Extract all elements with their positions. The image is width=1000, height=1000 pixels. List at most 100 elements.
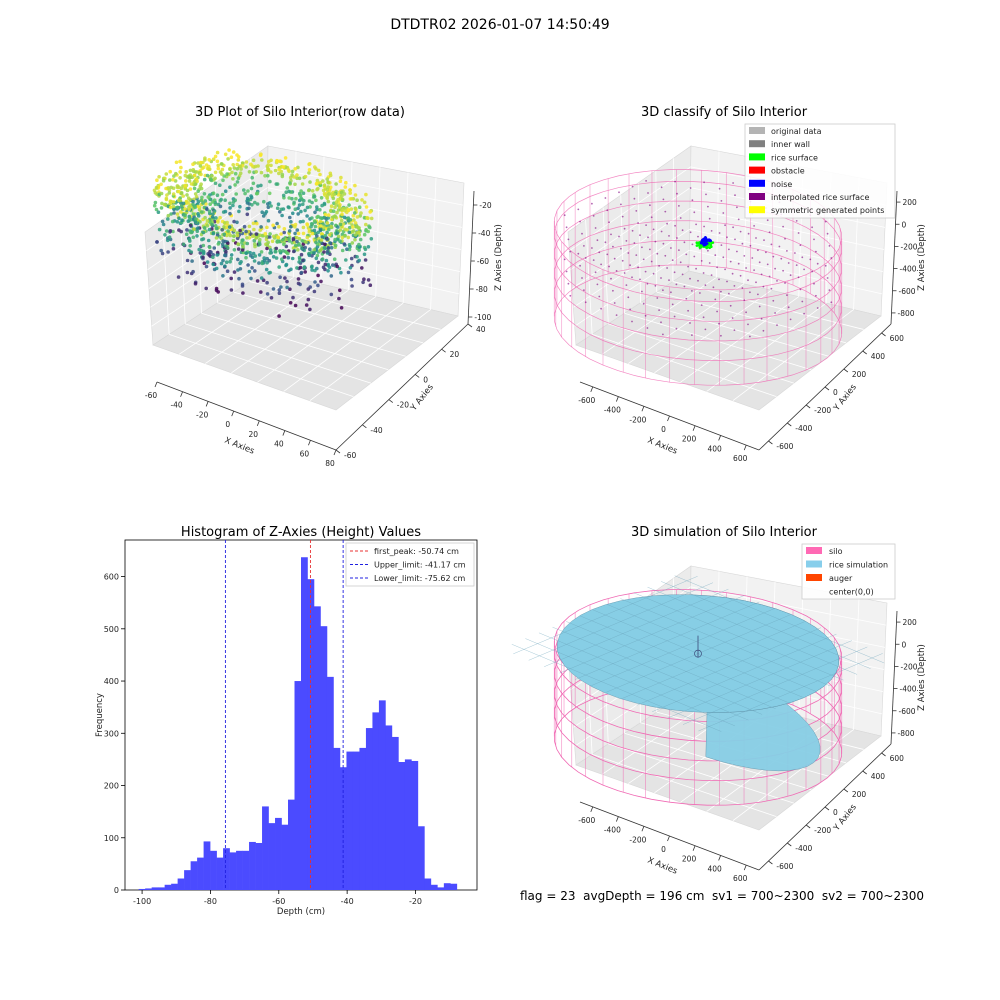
scatter-point (244, 229, 248, 234)
scatter-point (255, 279, 260, 283)
scatter-point (362, 277, 366, 282)
histogram-bar (352, 751, 360, 890)
histogram-bar (391, 736, 399, 890)
scatter-point (194, 195, 199, 199)
surface-mesh-line (647, 586, 858, 675)
scatter-point (318, 183, 323, 188)
interpolated-point (774, 267, 776, 270)
interpolated-point (753, 225, 755, 227)
scatter-point (282, 242, 286, 247)
interpolated-point (658, 265, 660, 267)
interpolated-point (633, 242, 636, 244)
scatter-point (335, 231, 340, 235)
scatter-point (221, 178, 225, 183)
scatter-point (253, 254, 258, 258)
scatter-point (191, 202, 195, 207)
interpolated-point (689, 277, 691, 280)
scatter-point (172, 174, 176, 178)
histogram-bar (210, 850, 217, 890)
scatter-point (190, 230, 194, 235)
interpolated-point (774, 312, 776, 314)
interpolated-point (809, 258, 812, 261)
histogram-bar (236, 850, 243, 890)
scatter-point (274, 256, 279, 260)
interpolated-point (732, 226, 734, 229)
surface-mesh-line (674, 575, 885, 664)
scatter-point (298, 265, 303, 270)
scatter-point (278, 249, 282, 253)
scatter-point (291, 211, 295, 216)
interpolated-point (668, 279, 670, 281)
x-tick-mark (205, 401, 209, 407)
scatter-point (292, 200, 296, 205)
scatter-point (284, 244, 289, 249)
interpolated-point (631, 320, 633, 323)
x-tick-mark (641, 406, 645, 412)
scatter-point (178, 198, 182, 203)
scatter-point (324, 258, 329, 263)
interpolated-point (714, 298, 717, 301)
scatter-point (338, 222, 343, 227)
interpolated-point (623, 227, 626, 230)
x-tick-label: 400 (707, 444, 722, 453)
y-tick-label: 400 (104, 677, 119, 686)
scatter-point (364, 227, 368, 232)
histogram-bar (249, 841, 256, 890)
interpolated-point (646, 282, 649, 285)
scatter-point (185, 188, 190, 193)
scatter-point (177, 228, 181, 232)
scatter-point (196, 199, 201, 204)
scatter-point (175, 212, 180, 216)
scatter-point (255, 191, 260, 195)
interpolated-point (811, 270, 813, 273)
scatter-point (181, 242, 186, 247)
scatter-point (340, 194, 344, 198)
interpolated-point (591, 202, 593, 205)
floor-grid-line (608, 743, 794, 804)
wall-grid-line (573, 229, 690, 308)
scatter-point (276, 202, 281, 206)
interpolated-point (579, 220, 581, 223)
scatter-point (210, 222, 214, 227)
scatter-point (316, 273, 320, 278)
scatter-point (319, 279, 323, 284)
scatter-point (353, 237, 357, 242)
scatter-point (244, 165, 248, 169)
scatter-point (184, 232, 189, 236)
scatter-point (293, 243, 298, 248)
scatter-point (250, 255, 255, 260)
scatter-point (325, 195, 329, 200)
scatter-point (192, 173, 197, 177)
interpolated-point (584, 301, 587, 304)
histogram-bar (177, 878, 185, 890)
scatter-point (266, 202, 270, 206)
interpolated-point (612, 245, 614, 248)
scatter-point (326, 262, 331, 267)
scatter-point (171, 243, 176, 247)
floor-grid-line (257, 296, 376, 383)
scatter-point (229, 276, 233, 281)
legend-label: center(0,0) (829, 588, 874, 597)
interpolated-point (645, 180, 647, 182)
interpolated-point (803, 312, 805, 315)
scatter-point (232, 219, 236, 224)
scatter-point (295, 239, 299, 244)
scatter-point (257, 261, 261, 265)
histogram-bar (197, 857, 204, 890)
interpolated-point (577, 208, 580, 211)
interpolated-point (733, 329, 736, 331)
scatter-point (166, 217, 170, 221)
scatter-point (346, 270, 351, 275)
interpolated-point (797, 232, 800, 234)
interpolated-point (695, 223, 697, 226)
scatter-point (222, 221, 227, 225)
scatter-point (193, 205, 197, 210)
scatter-point (228, 167, 232, 171)
scatter-point (293, 225, 297, 229)
scatter-point (309, 222, 314, 226)
y-tick-label: 300 (104, 729, 119, 738)
scatter-point (237, 276, 241, 281)
y-tick-mark (467, 323, 473, 328)
scatter-point (287, 189, 291, 194)
scatter-point (258, 242, 262, 247)
